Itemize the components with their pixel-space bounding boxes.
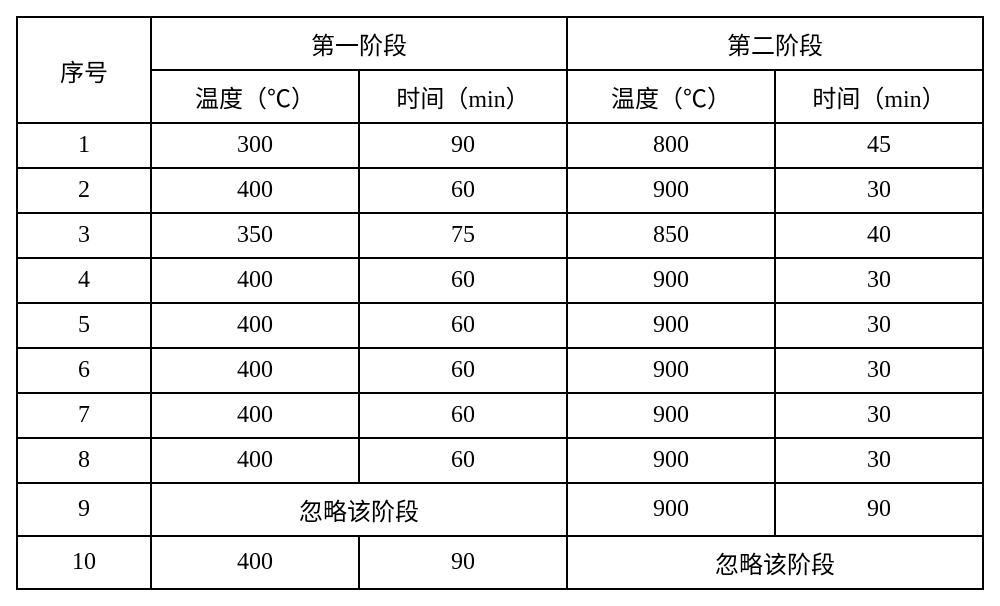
table-row: 4 400 60 900 30 (17, 258, 983, 303)
cell-seq: 3 (17, 213, 151, 258)
cell-temp1: 400 (151, 438, 359, 483)
cell-time1: 60 (359, 348, 567, 393)
cell-seq: 1 (17, 123, 151, 168)
cell-time2: 90 (775, 483, 983, 536)
cell-temp2: 800 (567, 123, 775, 168)
header-temp1: 温度（℃） (151, 70, 359, 123)
cell-temp1: 350 (151, 213, 359, 258)
table-row: 7 400 60 900 30 (17, 393, 983, 438)
header-phase1: 第一阶段 (151, 17, 567, 70)
table-row: 3 350 75 850 40 (17, 213, 983, 258)
cell-time2: 30 (775, 303, 983, 348)
cell-temp2: 900 (567, 483, 775, 536)
cell-time2: 30 (775, 258, 983, 303)
cell-temp2: 900 (567, 393, 775, 438)
table-body: 1 300 90 800 45 2 400 60 900 30 3 350 75… (17, 123, 983, 589)
cell-time2: 30 (775, 348, 983, 393)
cell-time1: 60 (359, 303, 567, 348)
header-row-2: 温度（℃） 时间（min） 温度（℃） 时间（min） (17, 70, 983, 123)
cell-temp2: 900 (567, 438, 775, 483)
header-time1: 时间（min） (359, 70, 567, 123)
cell-seq: 5 (17, 303, 151, 348)
cell-time2: 40 (775, 213, 983, 258)
header-temp2: 温度（℃） (567, 70, 775, 123)
cell-temp1: 400 (151, 258, 359, 303)
cell-seq: 6 (17, 348, 151, 393)
cell-phase2-skip: 忽略该阶段 (567, 536, 983, 589)
cell-seq: 9 (17, 483, 151, 536)
cell-time1: 75 (359, 213, 567, 258)
cell-temp1: 400 (151, 303, 359, 348)
cell-temp2: 900 (567, 258, 775, 303)
cell-temp1: 400 (151, 168, 359, 213)
table-row: 6 400 60 900 30 (17, 348, 983, 393)
cell-temp2: 900 (567, 303, 775, 348)
header-time2: 时间（min） (775, 70, 983, 123)
table-row: 9 忽略该阶段 900 90 (17, 483, 983, 536)
header-seq: 序号 (17, 17, 151, 123)
cell-temp2: 900 (567, 168, 775, 213)
header-row-1: 序号 第一阶段 第二阶段 (17, 17, 983, 70)
cell-seq: 10 (17, 536, 151, 589)
header-phase2: 第二阶段 (567, 17, 983, 70)
table-row: 8 400 60 900 30 (17, 438, 983, 483)
data-table: 序号 第一阶段 第二阶段 温度（℃） 时间（min） 温度（℃） 时间（min）… (16, 16, 984, 590)
table-row: 2 400 60 900 30 (17, 168, 983, 213)
cell-time1: 60 (359, 393, 567, 438)
cell-seq: 8 (17, 438, 151, 483)
cell-seq: 4 (17, 258, 151, 303)
cell-time1: 90 (359, 536, 567, 589)
cell-time2: 30 (775, 168, 983, 213)
cell-time1: 90 (359, 123, 567, 168)
table-row: 5 400 60 900 30 (17, 303, 983, 348)
cell-time2: 30 (775, 393, 983, 438)
table-row: 10 400 90 忽略该阶段 (17, 536, 983, 589)
cell-time1: 60 (359, 438, 567, 483)
table-row: 1 300 90 800 45 (17, 123, 983, 168)
cell-seq: 7 (17, 393, 151, 438)
cell-temp2: 850 (567, 213, 775, 258)
cell-seq: 2 (17, 168, 151, 213)
cell-time1: 60 (359, 168, 567, 213)
cell-time2: 30 (775, 438, 983, 483)
cell-temp1: 400 (151, 393, 359, 438)
cell-time1: 60 (359, 258, 567, 303)
cell-temp1: 400 (151, 348, 359, 393)
cell-phase1-skip: 忽略该阶段 (151, 483, 567, 536)
cell-temp1: 400 (151, 536, 359, 589)
cell-time2: 45 (775, 123, 983, 168)
cell-temp2: 900 (567, 348, 775, 393)
cell-temp1: 300 (151, 123, 359, 168)
